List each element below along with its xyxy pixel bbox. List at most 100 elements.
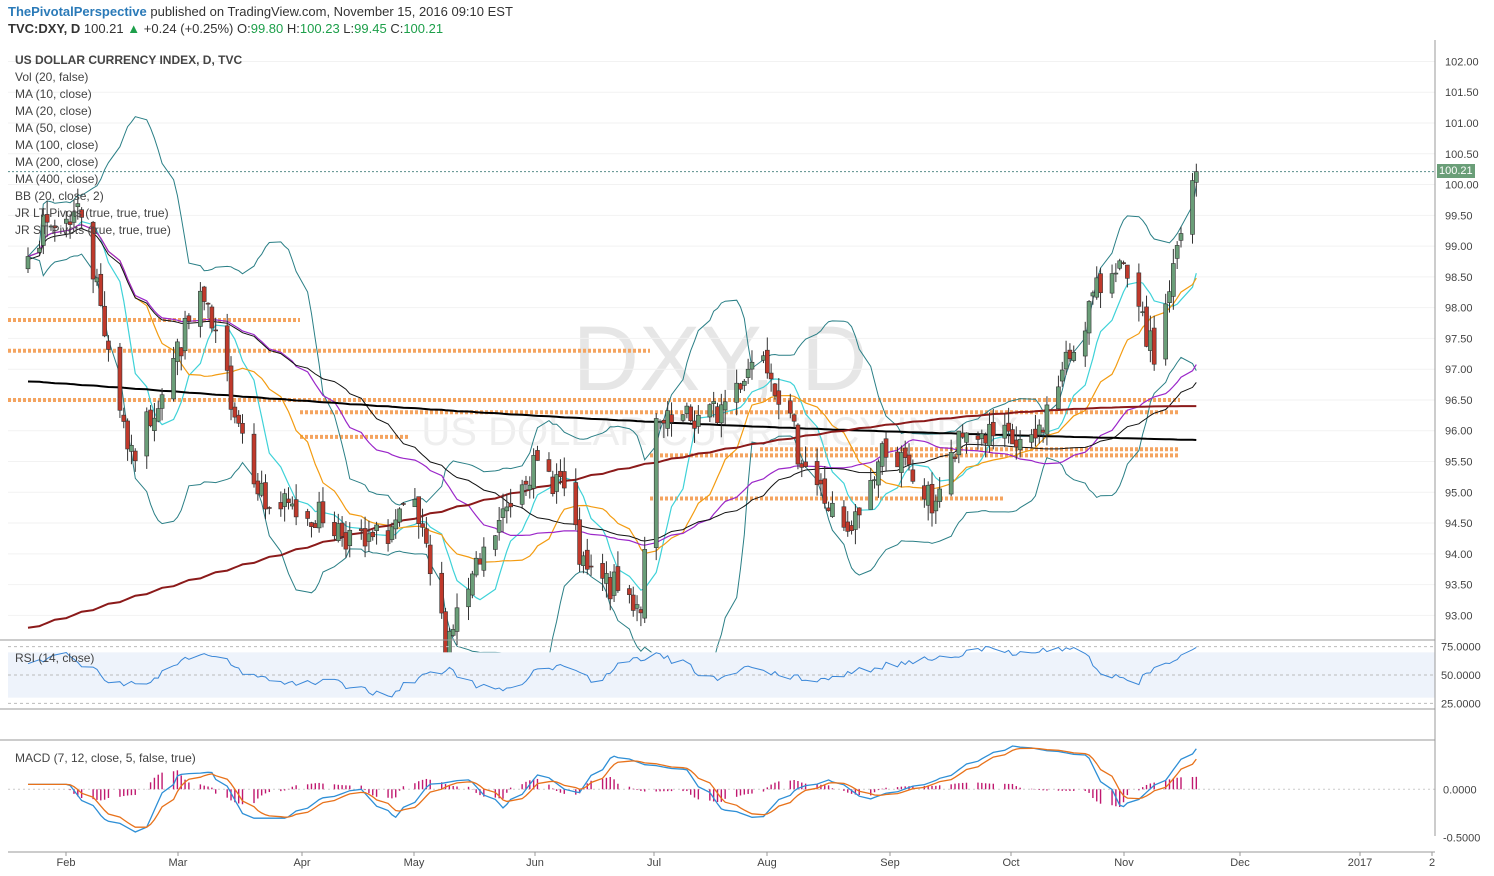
candle-body	[152, 417, 157, 431]
legend-study[interactable]: MA (100, close)	[15, 138, 99, 152]
candle-body	[669, 414, 674, 423]
price-tick-label: 97.00	[1445, 364, 1473, 376]
candle-body	[607, 577, 613, 600]
ma100-line	[27, 228, 1197, 542]
candle-body	[902, 447, 908, 458]
candle-body	[1002, 424, 1008, 439]
candle-body	[420, 523, 425, 528]
chart-canvas[interactable]: DXY, D US DOLLAR CURRENCY INDEX 75.00005…	[0, 40, 1494, 876]
candle-body	[1148, 330, 1153, 351]
candle-body	[791, 414, 797, 422]
candle-body	[71, 211, 77, 223]
candle-body	[925, 484, 931, 506]
candle-body	[895, 451, 900, 468]
candle-body	[680, 414, 686, 421]
macd-signal-line	[28, 747, 1197, 828]
candle-body	[1174, 245, 1180, 259]
rsi-legend[interactable]: RSI (14, close)	[15, 651, 95, 665]
legend-study[interactable]: MA (10, close)	[15, 87, 92, 101]
macd-pane: 0.0000 -0.5000	[8, 745, 1480, 845]
macd-legend[interactable]: MACD (7, 12, close, 5, false, true)	[15, 751, 196, 765]
legend-study[interactable]: MA (200, close)	[15, 155, 99, 169]
watermark-symbol: DXY, D	[573, 308, 868, 410]
legend-study[interactable]: JR ST Pivots (true, true, true)	[15, 223, 171, 237]
candle-body	[316, 501, 322, 529]
candle-body	[209, 306, 215, 329]
ma400-line	[27, 405, 1197, 629]
candle-body	[814, 461, 820, 486]
candle-body	[561, 471, 567, 489]
month-tick-label: Sep	[880, 857, 900, 869]
price-tick-label: 95.50	[1445, 457, 1473, 469]
candle-body	[121, 414, 127, 422]
candle-body	[1171, 263, 1176, 297]
candle-body	[175, 341, 180, 362]
candle-body	[952, 456, 958, 459]
candle-body	[799, 463, 805, 468]
candle-body	[584, 549, 590, 570]
candle-body	[1163, 303, 1168, 360]
candle-body	[1190, 180, 1195, 235]
candle-body	[1167, 291, 1172, 303]
macd-line	[28, 745, 1197, 833]
open-label: O:	[237, 21, 251, 36]
candle-body	[439, 572, 445, 614]
candle-body	[1033, 428, 1038, 439]
candle-body	[1036, 424, 1042, 436]
candle-body	[554, 474, 559, 492]
candle-body	[129, 445, 134, 452]
candle-body	[868, 480, 874, 510]
candle-body	[776, 390, 782, 405]
month-tick-label: Feb	[57, 857, 76, 869]
candle-body	[67, 221, 73, 225]
candle-body	[692, 420, 697, 429]
candle-body	[259, 482, 264, 496]
candle-body	[213, 329, 218, 332]
candle-body	[312, 523, 318, 528]
candle-body	[546, 459, 552, 472]
candle-body	[1071, 352, 1077, 361]
candle-body	[263, 482, 268, 510]
candle-body	[845, 521, 851, 532]
legend-study[interactable]: BB (20, close, 2)	[15, 189, 104, 203]
price-grid	[8, 60, 1435, 616]
candle-body	[1144, 306, 1149, 347]
candle-body	[240, 423, 245, 434]
price-tick-label: 101.50	[1445, 87, 1479, 99]
price-tick-label: 100.50	[1445, 149, 1479, 161]
price-tick-label: 95.00	[1445, 487, 1473, 499]
month-tick-label: 2	[1429, 857, 1435, 869]
high-value: 100.23	[299, 21, 340, 36]
legend-study[interactable]: MA (400, close)	[15, 172, 99, 186]
candle-body	[630, 594, 636, 611]
legend-study[interactable]: JR LT Pivots (true, true, true)	[15, 206, 169, 220]
candle-body	[772, 383, 778, 396]
low-value: 99.45	[354, 21, 387, 36]
candle-body	[749, 361, 755, 370]
legend-study[interactable]: MA (50, close)	[15, 121, 92, 135]
candle-body	[822, 478, 828, 504]
candle-body	[1040, 429, 1046, 433]
publisher-link[interactable]: ThePivotalPerspective	[8, 4, 147, 19]
candle-body	[688, 406, 693, 422]
candle-body	[117, 346, 123, 411]
candle-body	[634, 604, 640, 609]
candle-body	[1140, 311, 1145, 313]
candle-body	[1086, 301, 1092, 334]
close-value: 100.21	[403, 21, 444, 36]
candle-body	[186, 315, 192, 322]
price-tick-label: 93.50	[1445, 580, 1473, 592]
rsi-tick-label: 25.0000	[1441, 698, 1481, 710]
price-tick-label: 93.00	[1445, 610, 1473, 622]
candle-body	[64, 218, 69, 224]
legend-study[interactable]: MA (20, close)	[15, 104, 92, 118]
month-tick-label: Jun	[526, 857, 544, 869]
legend-study[interactable]: Vol (20, false)	[15, 70, 89, 84]
candle-body	[849, 525, 854, 531]
close-label: C:	[390, 21, 404, 36]
candle-body	[278, 502, 284, 510]
candle-body	[320, 501, 326, 524]
candle-body	[1109, 273, 1115, 294]
candle-body	[696, 414, 701, 427]
candle-body	[397, 508, 402, 523]
